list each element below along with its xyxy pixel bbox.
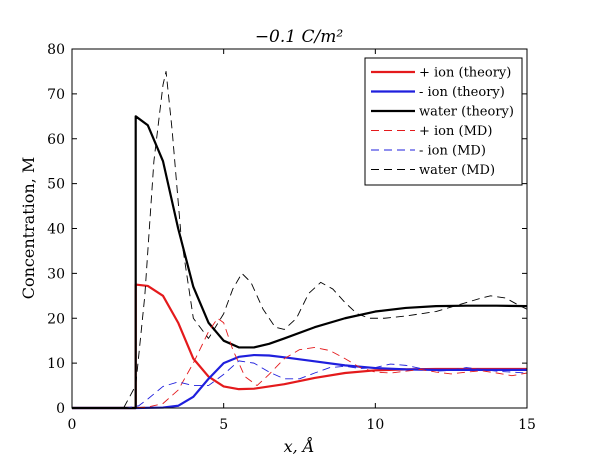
y-tick-label: 80 — [47, 42, 65, 58]
plot-area — [72, 70, 528, 410]
y-tick-label: 50 — [47, 177, 65, 193]
y-tick-label: 20 — [47, 311, 65, 327]
x-axis-label: x, Å — [284, 436, 315, 456]
y-tick-label: 30 — [47, 266, 65, 282]
legend-box — [364, 57, 523, 186]
series-line-4 — [72, 360, 528, 409]
x-tick-label: 10 — [366, 417, 384, 433]
x-tick-label: 0 — [68, 417, 77, 433]
legend-entry: water (MD) — [419, 163, 495, 178]
legend-entry: + ion (theory) — [419, 66, 511, 81]
legend-entry: water (theory) — [419, 105, 514, 120]
axis-ticks: 0 5 10 15 0 10 20 30 40 50 60 70 80 — [47, 42, 536, 433]
y-tick-label: 60 — [47, 132, 65, 148]
legend-entry: - ion (MD) — [419, 144, 486, 159]
legend-entry: + ion (MD) — [419, 124, 492, 139]
legend-entry: - ion (theory) — [419, 85, 505, 100]
x-tick-label: 5 — [219, 417, 228, 433]
chart-legend: + ion (theory) - ion (theory) water (theor… — [364, 57, 523, 186]
y-tick-label: 10 — [47, 356, 65, 372]
series-line-2 — [72, 115, 528, 410]
x-tick-label: 15 — [518, 417, 536, 433]
y-axis-label: Concentration, M — [19, 157, 38, 300]
y-tick-label: 40 — [47, 222, 65, 238]
chart-title: −0.1 C/m² — [255, 27, 344, 47]
series-line-3 — [72, 317, 528, 409]
series-line-1 — [72, 353, 527, 410]
y-tick-label: 0 — [56, 401, 65, 417]
y-tick-label: 70 — [47, 87, 65, 103]
series-line-5 — [72, 70, 528, 409]
